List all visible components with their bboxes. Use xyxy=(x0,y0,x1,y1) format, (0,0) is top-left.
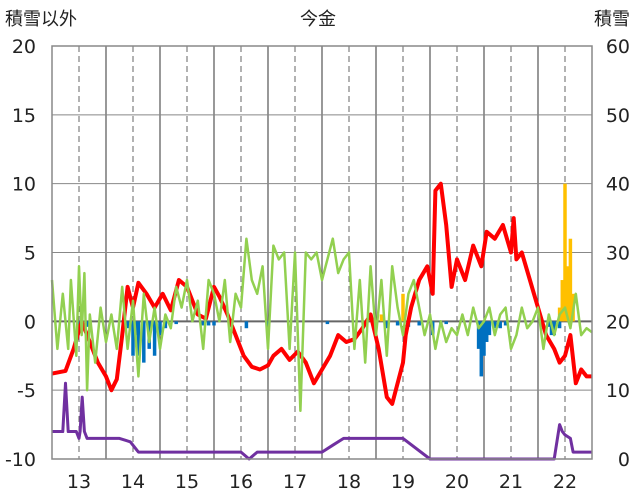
blue-bar xyxy=(479,321,484,377)
y-left-tick-label: -10 xyxy=(5,449,36,471)
blue-bar xyxy=(142,321,146,363)
x-tick-label: 19 xyxy=(391,471,415,493)
x-tick-label: 20 xyxy=(445,471,469,493)
x-tick-label: 21 xyxy=(499,471,523,493)
blue-bar xyxy=(552,321,556,336)
blue-bar xyxy=(174,321,178,325)
orange-bar xyxy=(563,183,567,322)
x-tick-label: 18 xyxy=(337,471,361,493)
plot-frame xyxy=(51,45,593,460)
blue-bar xyxy=(482,321,486,356)
blue-bar xyxy=(152,321,157,356)
blue-bar xyxy=(136,321,141,356)
orange-bar xyxy=(565,266,570,322)
blue-bar xyxy=(395,321,400,326)
x-tick-label: 17 xyxy=(283,471,307,493)
y-right-tick-label: 10 xyxy=(606,380,630,402)
blue-bar xyxy=(206,321,211,326)
blue-bar xyxy=(325,321,330,325)
y-left-tick-label: -5 xyxy=(17,380,36,402)
y-left-tick-label: 10 xyxy=(12,174,36,196)
blue-bar xyxy=(125,321,130,329)
y-right-tick-label: 60 xyxy=(606,36,630,58)
x-tick-label: 15 xyxy=(175,471,199,493)
blue-bar xyxy=(444,321,448,325)
blue-bar xyxy=(547,321,551,327)
x-tick-label: 22 xyxy=(553,471,577,493)
blue-bar xyxy=(503,321,508,326)
blue-bar xyxy=(487,321,492,336)
blue-bar xyxy=(158,321,162,336)
blue-bar xyxy=(131,321,135,356)
blue-bar xyxy=(201,321,205,326)
green-series-line xyxy=(50,237,593,413)
blue-bar xyxy=(493,321,497,329)
x-tick-label: 14 xyxy=(121,471,145,493)
right-axis-title: 積雪 xyxy=(594,9,630,30)
chart-title: 今金 xyxy=(300,9,336,30)
blue-bar xyxy=(212,321,216,326)
blue-bar xyxy=(385,321,389,329)
blue-bar xyxy=(476,321,481,349)
x-tick-label: 13 xyxy=(67,471,91,493)
blue-bar xyxy=(163,321,168,329)
y-left-tick-label: 0 xyxy=(24,311,36,333)
blue-bar xyxy=(266,321,270,326)
orange-bar xyxy=(379,314,384,322)
blue-bar xyxy=(417,321,421,326)
y-left-tick-label: 15 xyxy=(12,105,36,127)
blue-bar xyxy=(244,321,249,329)
blue-bar xyxy=(484,321,489,342)
bars xyxy=(77,183,575,377)
y-left-tick-label: 20 xyxy=(12,36,36,58)
blue-bar xyxy=(85,321,89,327)
blue-bar xyxy=(498,321,502,329)
y-left-tick-label: 5 xyxy=(24,243,36,265)
red-series-line xyxy=(51,181,592,406)
y-right-tick-label: 30 xyxy=(606,243,630,265)
x-tick-label: 16 xyxy=(229,471,253,493)
y-right-tick-label: 40 xyxy=(606,174,630,196)
blue-bar xyxy=(557,321,562,329)
orange-bar xyxy=(401,293,405,322)
left-axis-title: 積雪以外 xyxy=(5,9,77,30)
y-right-tick-label: 0 xyxy=(618,449,630,471)
orange-bar xyxy=(560,280,565,322)
orange-bar xyxy=(568,238,573,322)
y-right-tick-label: 20 xyxy=(606,311,630,333)
y-right-tick-label: 50 xyxy=(606,105,630,127)
